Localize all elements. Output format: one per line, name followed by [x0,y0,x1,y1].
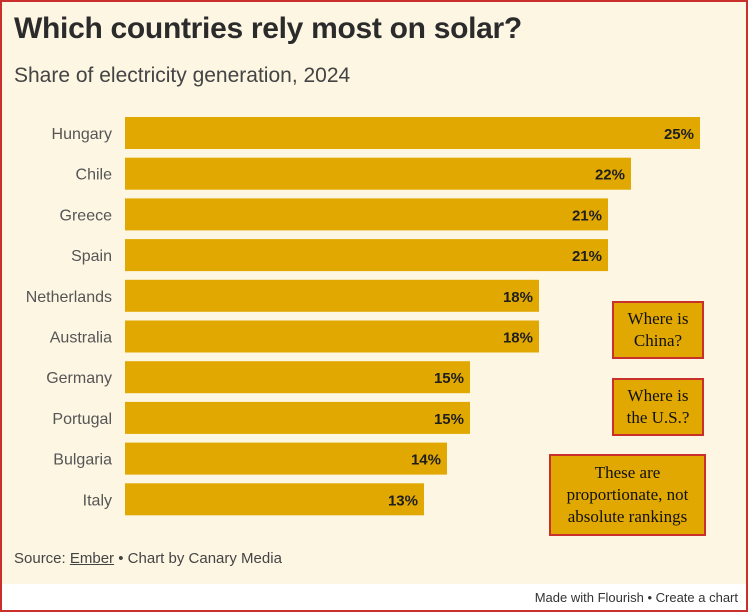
value-label: 15% [434,370,464,387]
value-label: 21% [572,207,602,224]
source-prefix: Source: [14,550,66,567]
value-label: 25% [664,126,694,143]
bar-germany[interactable] [125,361,470,394]
category-label: Germany [46,370,112,387]
bar-australia[interactable] [125,320,539,353]
bar-greece[interactable] [125,198,608,231]
flourish-footer: Made with Flourish • Create a chart [2,584,746,610]
chart-title: Which countries rely most on solar? [14,12,522,45]
note-proportion-text: These are proportionate, not absolute ra… [566,463,689,526]
value-label: 18% [503,330,533,347]
category-label: Hungary [52,126,112,143]
value-label: 22% [595,167,625,184]
source-link-ember[interactable]: Ember [69,550,115,567]
category-label: Greece [60,207,113,224]
note-china: Where is China? [612,301,704,359]
category-label: Australia [50,330,112,347]
category-label: Netherlands [26,289,112,306]
footer-separator: • [647,590,652,605]
category-label: Spain [71,248,112,265]
note-us: Where is the U.S.? [612,378,704,436]
category-label: Bulgaria [53,452,112,469]
bar-chile[interactable] [125,157,631,190]
category-label: Italy [83,492,112,509]
bar-bulgaria[interactable] [125,442,447,475]
bar-italy[interactable] [125,483,424,516]
note-proportion: These are proportionate, not absolute ra… [549,454,706,536]
note-us-text: Where is the U.S.? [626,386,690,427]
source-credit: Chart by Canary Media [127,550,282,567]
source-line: Source: Ember • Chart by Canary Media [14,550,282,567]
note-china-text: Where is China? [627,309,689,350]
category-label: Portugal [52,411,112,428]
bar-hungary[interactable] [125,117,700,149]
bar-spain[interactable] [125,239,608,272]
bar-netherlands[interactable] [125,279,539,312]
value-label: 18% [503,289,533,306]
source-separator: • [118,550,124,567]
value-label: 15% [434,411,464,428]
category-label: Chile [76,167,113,184]
create-chart-link[interactable]: Create a chart [655,590,738,605]
chart-subtitle: Share of electricity generation, 2024 [14,64,351,87]
bar-portugal[interactable] [125,401,470,434]
made-with-flourish-link[interactable]: Made with Flourish [534,590,644,605]
value-label: 21% [572,248,602,265]
value-label: 14% [411,452,441,469]
bar-chart: Hungary 25% Chile 22% Greece 21% Spain 21% Nethe… [26,117,700,516]
value-label: 13% [388,492,418,509]
